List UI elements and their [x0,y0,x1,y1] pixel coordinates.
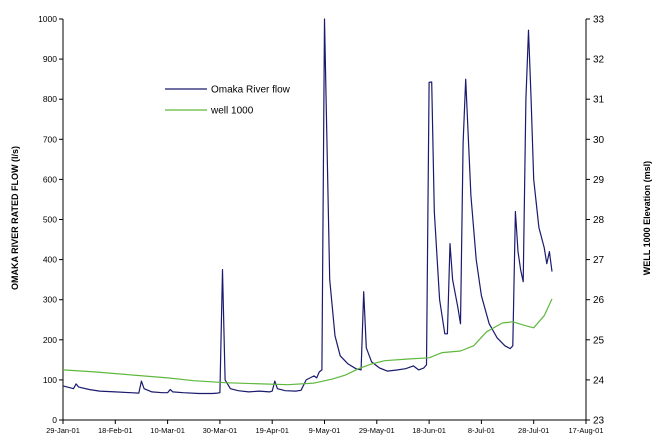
y2-tick-label: 32 [593,55,605,66]
x-tick-label: 29-May-01 [359,426,395,435]
y2-tick-label: 29 [593,175,605,186]
y-tick-label: 0 [52,415,57,425]
y2-tick-label: 31 [593,95,605,106]
y-tick-label: 700 [43,134,57,144]
y-axis-title: OMAKA RIVER RATED FLOW (l/s) [10,146,20,290]
y2-tick-label: 23 [593,416,605,427]
x-tick-label: 17-Aug-01 [568,426,603,435]
x-tick-label: 9-May-01 [309,426,341,435]
y-tick-label: 300 [43,295,57,305]
series-line-omaka-river-flow [62,18,553,395]
y-tick-label: 800 [43,94,57,104]
y2-tick-label: 27 [593,255,605,266]
x-tick-label: 30-Mar-01 [203,426,238,435]
y-tick-label: 500 [43,215,57,225]
x-tick-label: 29-Jan-01 [46,426,80,435]
y-tick-label: 1000 [38,14,57,24]
y2-tick-label: 24 [593,375,605,386]
y-tick-label: 600 [43,174,57,184]
legend: Omaka River flow well 1000 [165,85,291,117]
y2-tick-label: 26 [593,295,605,306]
y-tick-label: 100 [43,375,57,385]
x-tick-label: 28-Jul-01 [518,426,549,435]
y2-tick-label: 33 [593,15,605,26]
series-layer [62,18,553,395]
legend-label-well: well 1000 [210,106,254,117]
x-tick-label: 19-Apr-01 [256,426,289,435]
x-tick-label: 10-Mar-01 [150,426,185,435]
axes-layer: 0 100 200 300 400 500 600 700 800 900 1000 23 24 25 26… [38,14,604,435]
x-tick-label: 8-Jul-01 [468,426,495,435]
x-tick-label: 18-Jun-01 [412,426,446,435]
x-tick-label: 18-Feb-01 [98,426,133,435]
y-tick-label: 400 [43,255,57,265]
series-line-well-1000 [62,298,553,386]
y2-tick-label: 25 [593,335,605,346]
y2-tick-label: 30 [593,135,605,146]
y2-axis-title: WELL 1000 Elevation (msl) [642,161,652,275]
y-tick-label: 200 [43,335,57,345]
y2-tick-label: 28 [593,215,605,226]
legend-label-flow: Omaka River flow [211,85,291,96]
y-tick-label: 900 [43,54,57,64]
